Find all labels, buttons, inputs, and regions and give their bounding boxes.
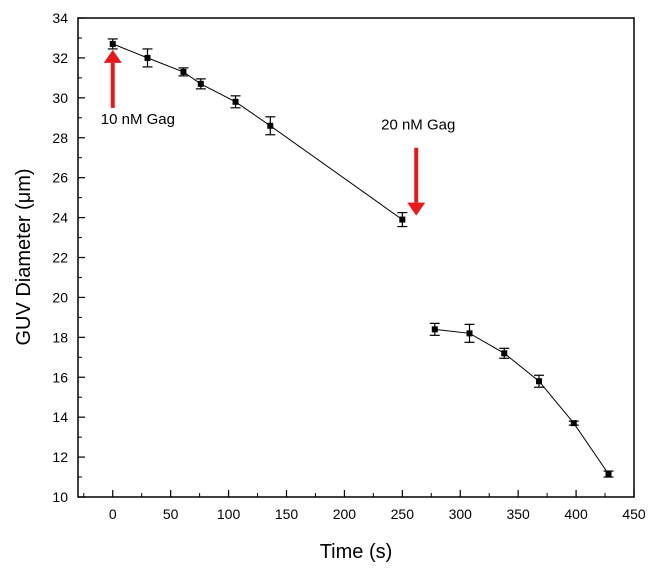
y-tick-label: 20 bbox=[52, 289, 68, 305]
series-layer bbox=[107, 38, 614, 478]
y-tick-label: 30 bbox=[52, 90, 68, 106]
y-axis-label: GUV Diameter (μm) bbox=[13, 168, 35, 345]
data-point bbox=[180, 68, 187, 75]
y-tick-label: 12 bbox=[52, 449, 68, 465]
annotation-label: 10 nM Gag bbox=[101, 111, 175, 128]
x-tick-label: 50 bbox=[163, 506, 179, 522]
annotation-arrow-head bbox=[407, 202, 426, 216]
x-tick-label: 250 bbox=[391, 506, 415, 522]
annotation-arrow-head bbox=[103, 49, 122, 63]
x-tick-label: 100 bbox=[217, 506, 241, 522]
x-tick-label: 200 bbox=[333, 506, 357, 522]
data-point bbox=[605, 471, 612, 478]
y-tick-label: 24 bbox=[52, 210, 68, 226]
data-point bbox=[109, 40, 116, 47]
data-point bbox=[144, 54, 151, 61]
x-tick-label: 0 bbox=[109, 506, 117, 522]
y-tick-label: 32 bbox=[52, 50, 68, 66]
x-axis-label: Time (s) bbox=[320, 541, 393, 563]
x-tick-label: 450 bbox=[622, 506, 646, 522]
data-point bbox=[501, 350, 508, 357]
y-tick-label: 26 bbox=[52, 170, 68, 186]
y-tick-label: 22 bbox=[52, 250, 68, 266]
plot-frame bbox=[77, 17, 635, 498]
x-tick-label: 300 bbox=[449, 506, 473, 522]
data-point bbox=[536, 378, 543, 385]
data-point bbox=[197, 80, 204, 87]
data-point bbox=[431, 326, 438, 333]
data-point bbox=[232, 98, 239, 105]
y-tick-label: 10 bbox=[52, 489, 68, 505]
series-0-line bbox=[112, 43, 403, 221]
series-1-line bbox=[434, 328, 609, 475]
annotation-label: 20 nM Gag bbox=[381, 117, 455, 134]
y-tick-label: 34 bbox=[52, 10, 68, 26]
y-tick-label: 16 bbox=[52, 369, 68, 385]
data-point bbox=[267, 122, 274, 129]
data-point bbox=[399, 216, 406, 223]
ticks-layer: 0 50 100 150 200 250 300 350 400 450 10 12 14 16 18 20 2… bbox=[52, 10, 645, 522]
x-tick-label: 400 bbox=[564, 506, 588, 522]
y-tick-label: 14 bbox=[52, 409, 68, 425]
data-point bbox=[466, 330, 473, 337]
x-tick-label: 150 bbox=[275, 506, 299, 522]
y-tick-label: 18 bbox=[52, 329, 68, 345]
annotation-layer: 10 nM Gag 20 nM Gag bbox=[101, 49, 455, 216]
data-point bbox=[570, 420, 577, 427]
x-tick-label: 350 bbox=[506, 506, 530, 522]
y-tick-label: 28 bbox=[52, 130, 68, 146]
